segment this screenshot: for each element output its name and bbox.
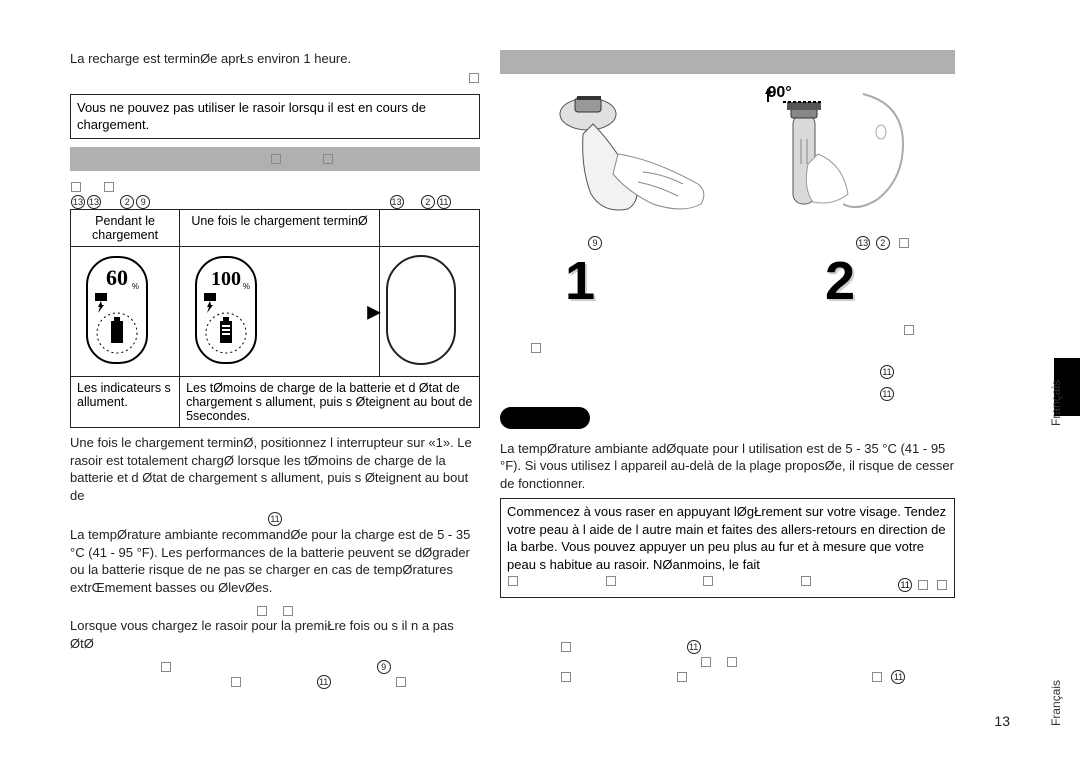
shaver-hand-svg xyxy=(533,84,733,224)
ref-11: 11 xyxy=(437,195,451,209)
lcd-blank xyxy=(386,255,456,365)
ref-9-right: 9 xyxy=(588,236,602,250)
lcd2-num: 100 xyxy=(211,268,241,290)
ref-13-right: 13 xyxy=(856,236,870,250)
ref-13c: 13 xyxy=(390,195,404,209)
lcd-charging-cell: 60 % xyxy=(71,247,180,377)
ref-13: 13 xyxy=(71,195,85,209)
commence-text: Commencez à vous raser en appuyant lØgŁr… xyxy=(507,504,946,572)
ref-11-mid: 11 xyxy=(70,510,480,526)
language-label-1: Français xyxy=(1049,380,1063,426)
lcd-blank-cell xyxy=(380,247,480,377)
ref-9: 9 xyxy=(136,195,150,209)
first-charge-text: Lorsque vous chargez le rasoir pour la p… xyxy=(70,617,480,652)
charge-header-3 xyxy=(380,210,480,247)
right-column: 90° 9 13 2 xyxy=(490,0,1020,759)
face-trimmer-svg: 90° xyxy=(763,84,923,224)
lcd1-num: 60 xyxy=(106,265,128,290)
section-bar-right xyxy=(500,50,955,74)
lcd-done: 100 % xyxy=(186,255,266,365)
bottom-refs-left: 9 11 xyxy=(70,658,480,689)
black-pill xyxy=(500,407,590,429)
ref-2-right: 2 xyxy=(876,236,890,250)
lcd2-pct: % xyxy=(243,282,250,291)
language-label-2: Français xyxy=(1049,680,1063,726)
recharge-done-text: La recharge est terminØe aprŁs environ 1… xyxy=(70,50,480,68)
charge-table: Pendant le chargement Une fois le charge… xyxy=(70,209,480,428)
ref-11-right-b: 11 xyxy=(500,385,955,401)
lcd-charging: 60 % xyxy=(77,255,157,365)
cannot-use-text: Vous ne pouvez pas utiliser le rasoir lo… xyxy=(77,100,426,133)
after-charge-text: Une fois le chargement terminØ, position… xyxy=(70,434,480,504)
page-number: 13 xyxy=(994,713,1010,729)
temp-text: La tempØrature ambiante recommandØe pour… xyxy=(70,526,480,596)
ref-2: 2 xyxy=(120,195,134,209)
ninety-degree-label: 90° xyxy=(768,84,792,102)
shaver-illustrations: 90° xyxy=(500,84,955,224)
charge-desc-1: Les indicateurs s allument. xyxy=(71,377,180,428)
placeholder-row1 xyxy=(70,602,480,617)
temp-use-text: La tempØrature ambiante adØquate pour l … xyxy=(500,440,955,493)
charge-header-2: Une fois le chargement terminØ xyxy=(180,210,380,247)
step-1: 1 xyxy=(500,250,660,312)
step-numbers: 1 2 xyxy=(500,250,955,312)
step-2: 2 xyxy=(760,250,920,312)
lcd-done-cell: 100 % ▶ xyxy=(180,247,380,377)
placeholder-glyph xyxy=(531,343,541,353)
left-column: La recharge est terminØe aprŁs environ 1… xyxy=(0,0,490,759)
bottom-refs-right: 11 11 xyxy=(500,638,955,684)
ref-13b: 13 xyxy=(87,195,101,209)
ref-2b: 2 xyxy=(421,195,435,209)
cannot-use-box: Vous ne pouvez pas utiliser le rasoir lo… xyxy=(70,94,480,139)
placeholder-glyph xyxy=(469,73,479,83)
refs-row: 1313 29 13 211 xyxy=(70,179,480,210)
refs-under-illus: 9 13 2 xyxy=(500,234,955,250)
charge-header-1: Pendant le chargement xyxy=(71,210,180,247)
ref-11-right-a: 11 xyxy=(500,364,955,380)
commence-box: Commencez à vous raser en appuyant lØgŁr… xyxy=(500,498,955,598)
charge-desc-2: Les tØmoins de charge de la batterie et … xyxy=(180,377,480,428)
section-bar-left xyxy=(70,147,480,171)
lcd1-pct: % xyxy=(132,282,139,291)
